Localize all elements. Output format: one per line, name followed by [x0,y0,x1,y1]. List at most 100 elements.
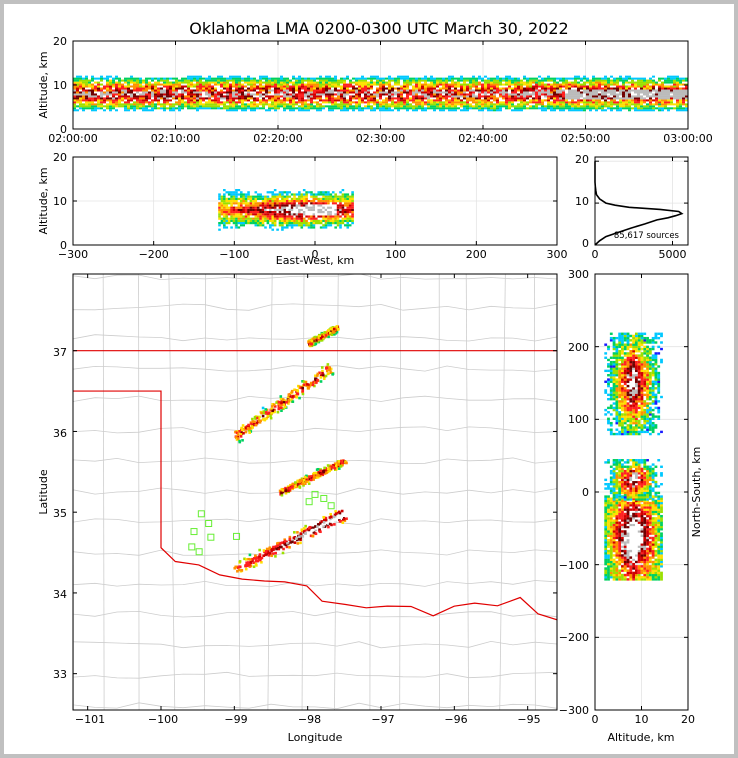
density-cell [217,79,220,82]
density-cell [157,97,160,100]
density-cell [523,101,526,104]
density-cell [394,81,397,84]
density-cell [526,89,529,92]
density-cell [625,91,628,94]
density-cell [328,75,331,78]
density-cell [520,95,523,98]
density-cell [91,93,94,96]
density-cell [460,85,463,88]
density-cell [256,222,260,225]
density-cell [225,222,229,225]
density-cell [169,105,172,108]
density-cell [85,107,88,110]
density-cell [583,77,586,80]
density-cell [266,191,270,194]
density-cell [253,99,256,102]
density-cell [460,91,463,94]
density-cell [397,91,400,94]
density-cell [236,437,240,440]
density-cell [622,103,625,106]
density-cell [295,101,298,104]
density-cell [499,103,502,106]
density-cell [300,206,304,209]
density-cell [649,85,652,88]
density-cell [628,89,631,92]
density-cell [466,105,469,108]
density-cell [181,87,184,90]
density-cell [319,193,323,196]
density-cell [285,202,289,205]
density-cell [646,107,649,110]
density-cell [249,211,253,214]
density-cell [271,217,275,220]
density-cell [421,109,424,112]
density-cell [91,89,94,92]
ew-xtick-0: −300 [58,248,88,261]
density-cell [430,93,433,96]
density-cell [327,202,330,205]
density-cell [565,81,568,84]
density-cell [334,101,337,104]
density-cell [286,81,289,84]
density-cell [295,213,299,216]
density-cell [305,197,308,200]
density-cell [79,101,82,104]
density-cell [118,81,121,84]
density-cell [472,77,475,80]
density-cell [250,79,253,82]
density-cell [304,89,307,92]
density-cell [259,91,262,94]
density-cell [409,99,412,102]
density-cell [478,109,481,112]
density-cell [293,531,296,534]
density-cell [457,81,460,84]
density-cell [505,81,508,84]
density-cell [307,222,311,225]
density-cell [130,97,133,100]
density-cell [388,99,391,102]
density-cell [373,93,376,96]
density-cell [280,89,283,92]
density-cell [178,101,181,104]
density-cell [309,478,313,482]
density-cell [457,91,460,94]
density-cell [139,101,142,104]
density-cell [193,105,196,108]
density-cell [322,83,325,86]
density-cell [250,87,253,90]
density-cell [136,85,139,88]
density-cell [315,204,318,207]
density-cell [82,77,85,80]
density-cell [295,222,299,225]
density-cell [391,93,394,96]
density-cell [249,204,253,207]
density-cell [370,81,373,84]
density-cell [336,200,340,203]
density-cell [670,81,673,84]
density-cell [97,105,100,108]
density-cell [499,79,502,82]
density-cell [287,393,291,397]
density-cell [520,81,523,84]
density-cell [266,219,270,222]
density-cell [346,202,350,205]
density-cell [329,222,333,225]
density-cell [76,89,79,92]
density-cell [312,222,316,225]
density-cell [349,95,352,98]
density-cell [223,202,226,205]
density-cell [237,213,241,216]
density-cell [667,101,670,104]
ew-xtick-5: 200 [466,248,487,261]
density-cell [472,91,475,94]
density-cell [337,89,340,92]
density-cell [304,109,307,112]
density-cell [242,224,245,227]
density-cell [520,93,523,96]
density-cell [397,89,400,92]
density-cell [127,101,130,104]
density-cell [298,91,301,94]
density-cell [205,85,208,88]
density-cell [340,89,343,92]
density-cell [301,386,305,390]
